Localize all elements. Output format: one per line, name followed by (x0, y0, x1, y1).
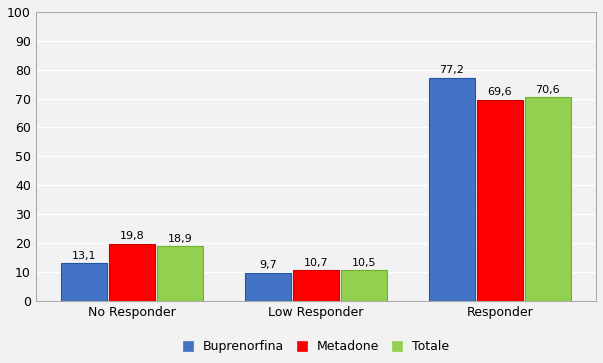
Bar (293, 270, 339, 301)
Text: 77,2: 77,2 (440, 65, 464, 76)
Text: 10,5: 10,5 (352, 258, 376, 268)
Text: 9,7: 9,7 (259, 261, 277, 270)
Text: 69,6: 69,6 (487, 87, 512, 97)
Bar (109, 244, 155, 301)
Text: 13,1: 13,1 (72, 251, 96, 261)
Bar (525, 97, 570, 301)
Text: 10,7: 10,7 (303, 258, 328, 268)
Text: 70,6: 70,6 (535, 85, 560, 94)
Bar (341, 270, 387, 301)
Bar (245, 273, 291, 301)
Bar (61, 263, 107, 301)
Bar (157, 246, 203, 301)
Text: 19,8: 19,8 (119, 231, 144, 241)
Legend: Buprenorfina, Metadone, Totale: Buprenorfina, Metadone, Totale (178, 335, 453, 358)
Bar (477, 100, 523, 301)
Bar (429, 78, 475, 301)
Text: 18,9: 18,9 (168, 234, 192, 244)
